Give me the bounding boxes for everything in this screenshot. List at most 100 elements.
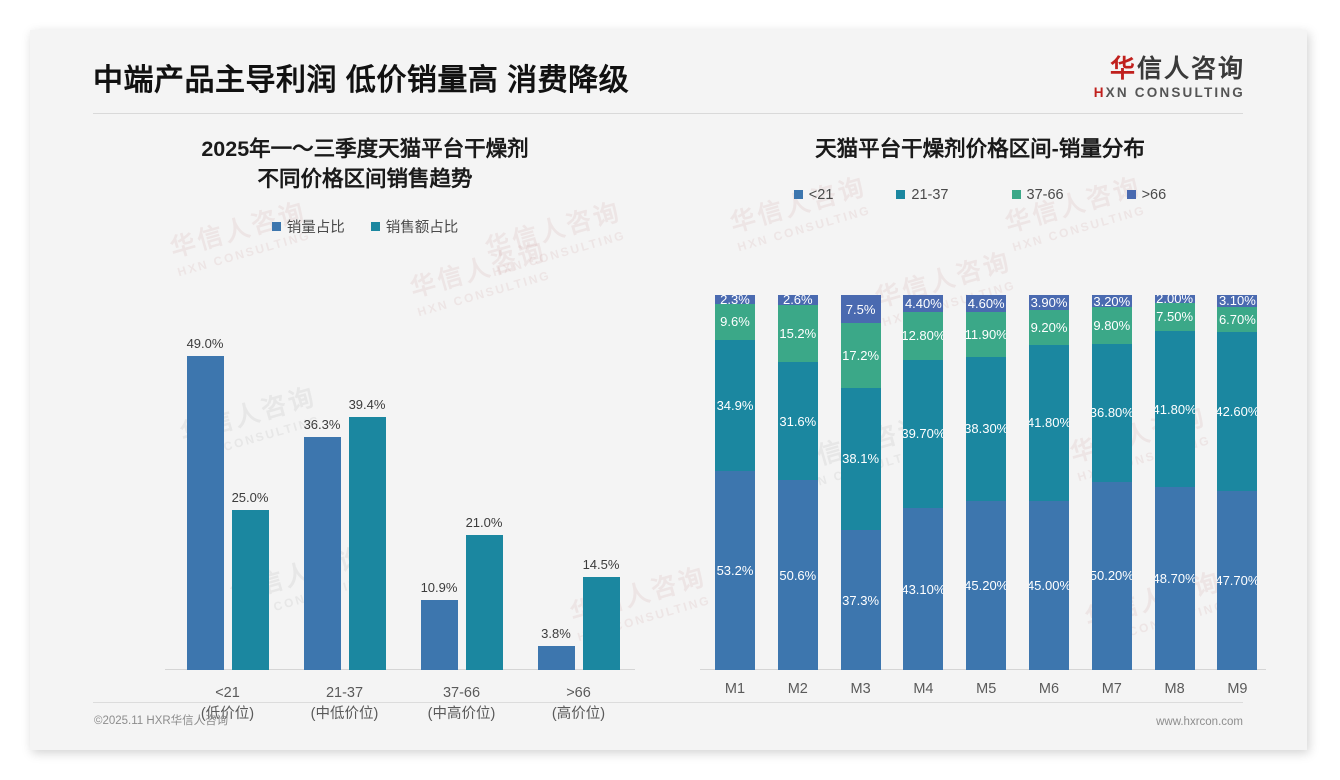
bar-column[interactable]: 10.9% <box>420 580 458 670</box>
x-axis-label-tier: (低价位) <box>200 706 255 723</box>
stacked-bar[interactable]: 2.00% 7.50% 41.80% 48.70% M8 <box>1145 295 1205 697</box>
segment-value-label: 9.20% <box>1030 319 1068 335</box>
legend-swatch-icon <box>1011 190 1021 200</box>
brand-logo-cn-red: 华 <box>1109 55 1137 83</box>
brand-logo-en-red: H <box>1093 85 1106 101</box>
segment-value-label: 2.6% <box>782 295 813 305</box>
left-chart-x-axis-line <box>165 669 635 670</box>
right-legend-item-0[interactable]: <21 <box>793 186 834 203</box>
stacked-bar[interactable]: 2.3% 9.6% 34.9% 53.2% M1 <box>705 295 765 697</box>
bar-column[interactable]: 3.8% <box>537 626 575 670</box>
stacked-bar-segment: 39.70% <box>903 359 944 509</box>
left-chart-title-line2: 不同价格区间销售趋势 <box>257 166 473 191</box>
stacked-bar[interactable]: 4.60% 11.90% 38.30% 45.20% M5 <box>956 295 1016 697</box>
segment-value-label: 45.00% <box>1029 578 1069 594</box>
stacked-bar-segment: 6.70% <box>1217 306 1258 332</box>
footer-divider <box>93 702 1243 703</box>
x-axis-label: M3 <box>850 681 871 697</box>
bar-column[interactable]: 14.5% <box>582 557 620 670</box>
segment-value-label: 36.80% <box>1091 405 1132 421</box>
stacked-bar-segment: 37.3% <box>840 530 881 670</box>
segment-value-label: 2.00% <box>1156 295 1194 303</box>
segment-value-label: 39.70% <box>903 426 944 442</box>
x-axis-label-tier: (中高价位) <box>427 706 496 723</box>
right-legend-item-1[interactable]: 21-37 <box>896 187 949 203</box>
stacked-bar-segment: 7.5% <box>840 295 881 324</box>
x-axis-label-range: 37-66 <box>442 685 481 701</box>
slide-card: 中端产品主导利润 低价销量高 消费降级 华信人咨询 HXN CONSULTING… <box>30 30 1307 750</box>
stacked-bar-segment: 48.70% <box>1154 487 1195 670</box>
stacked-bar-segment: 11.90% <box>966 312 1007 357</box>
x-axis-label: M9 <box>1227 681 1248 697</box>
legend-swatch-icon <box>1126 190 1136 200</box>
stacked-bar[interactable]: 3.20% 9.80% 36.80% 50.20% M7 <box>1082 295 1142 697</box>
segment-value-label: 47.70% <box>1217 573 1258 589</box>
bar-column[interactable]: 39.4% <box>348 397 386 670</box>
segment-value-label: 9.80% <box>1093 317 1131 333</box>
legend-label: <21 <box>808 186 834 203</box>
stacked-bar-segment: 31.6% <box>777 361 818 481</box>
x-axis-label: M5 <box>976 681 997 697</box>
bar-column[interactable]: 36.3% <box>303 417 341 670</box>
stacked-bar-segment: 15.2% <box>777 304 818 362</box>
stacked-bar-segment: 12.80% <box>903 311 944 360</box>
segment-value-label: 45.20% <box>966 577 1007 593</box>
bar-value-label: 49.0% <box>186 335 224 351</box>
segment-value-label: 41.80% <box>1029 415 1069 431</box>
stacked-bar-segment: 34.9% <box>715 339 755 471</box>
left-legend-item-0[interactable]: 销量占比 <box>271 216 345 237</box>
stacked-bar[interactable]: 3.90% 9.20% 41.80% 45.00% M6 <box>1019 295 1079 697</box>
bar <box>537 645 575 670</box>
bar-column[interactable]: 49.0% <box>186 336 224 670</box>
legend-swatch-icon <box>271 222 281 232</box>
stacked-bar-segment: 50.6% <box>777 480 818 670</box>
left-chart-panel: 2025年一～三季度天猫平台干燥剂 不同价格区间销售趋势 销量占比 销售额占比 4… <box>70 135 660 722</box>
stacked-bar[interactable]: 7.5% 17.2% 38.1% 37.3% M3 <box>831 295 891 697</box>
brand-logo-en: HXN CONSULTING <box>1094 85 1245 100</box>
stacked-bar-segment: 4.40% <box>903 295 944 312</box>
segment-value-label: 7.5% <box>845 301 876 317</box>
segment-value-label: 12.80% <box>903 328 944 343</box>
x-axis-label-range: 21-37 <box>325 685 364 701</box>
segment-value-label: 53.2% <box>716 562 754 578</box>
segment-value-label: 38.30% <box>966 421 1007 437</box>
segment-value-label: 4.40% <box>904 295 942 311</box>
right-legend-item-3[interactable]: >66 <box>1126 186 1167 203</box>
stacked-bar-segment: 36.80% <box>1091 343 1132 482</box>
stacked-bar-segment: 3.20% <box>1091 295 1132 307</box>
segment-value-label: 3.20% <box>1093 295 1131 307</box>
stacked-bar-segment: 2.00% <box>1154 295 1195 303</box>
legend-label: 销售额占比 <box>385 220 459 237</box>
stacked-bar-segment: 41.80% <box>1154 330 1195 488</box>
slide-header: 中端产品主导利润 低价销量高 消费降级 华信人咨询 HXN CONSULTING <box>30 30 1307 120</box>
bar <box>186 355 224 670</box>
left-legend-item-1[interactable]: 销售额占比 <box>370 216 459 237</box>
bar-column[interactable]: 25.0% <box>231 490 269 670</box>
stacked-bar[interactable]: 4.40% 12.80% 39.70% 43.10% M4 <box>893 295 953 697</box>
segment-value-label: 38.1% <box>842 451 880 467</box>
bar-value-label: 3.8% <box>541 625 571 641</box>
stacked-bar-segment: 2.3% <box>715 295 755 304</box>
bar-column[interactable]: 21.0% <box>465 515 503 670</box>
right-legend-item-2[interactable]: 37-66 <box>1011 187 1064 203</box>
footer-website: www.hxrcon.com <box>1156 716 1243 728</box>
brand-logo-en-rest: XN CONSULTING <box>1105 85 1245 101</box>
segment-value-label: 4.60% <box>967 296 1005 312</box>
segment-value-label: 50.6% <box>779 567 817 583</box>
x-axis-label: M7 <box>1101 681 1122 697</box>
x-axis-group-label: 37-66 (中高价位) <box>403 670 520 725</box>
legend-label: >66 <box>1141 186 1167 203</box>
stacked-bar-segment: 9.20% <box>1029 310 1069 345</box>
x-axis-group-label: <21 (低价位) <box>169 670 286 725</box>
x-axis-label-range: <21 <box>215 685 240 701</box>
stacked-bar-segment: 45.00% <box>1029 501 1069 670</box>
stacked-bar[interactable]: 2.6% 15.2% 31.6% 50.6% M2 <box>768 295 828 697</box>
segment-value-label: 41.80% <box>1154 401 1195 417</box>
segment-value-label: 34.9% <box>716 397 754 413</box>
page-title: 中端产品主导利润 低价销量高 消费降级 <box>93 64 630 97</box>
stacked-bar[interactable]: 3.10% 6.70% 42.60% 47.70% M9 <box>1207 295 1267 697</box>
bar-group: 36.3% 39.4% 21-37 (中低价位) <box>286 330 403 722</box>
footer-copyright: ©2025.11 HXR华信人咨询 <box>94 715 229 727</box>
segment-value-label: 50.20% <box>1091 568 1132 584</box>
bar-value-label: 39.4% <box>348 397 386 413</box>
